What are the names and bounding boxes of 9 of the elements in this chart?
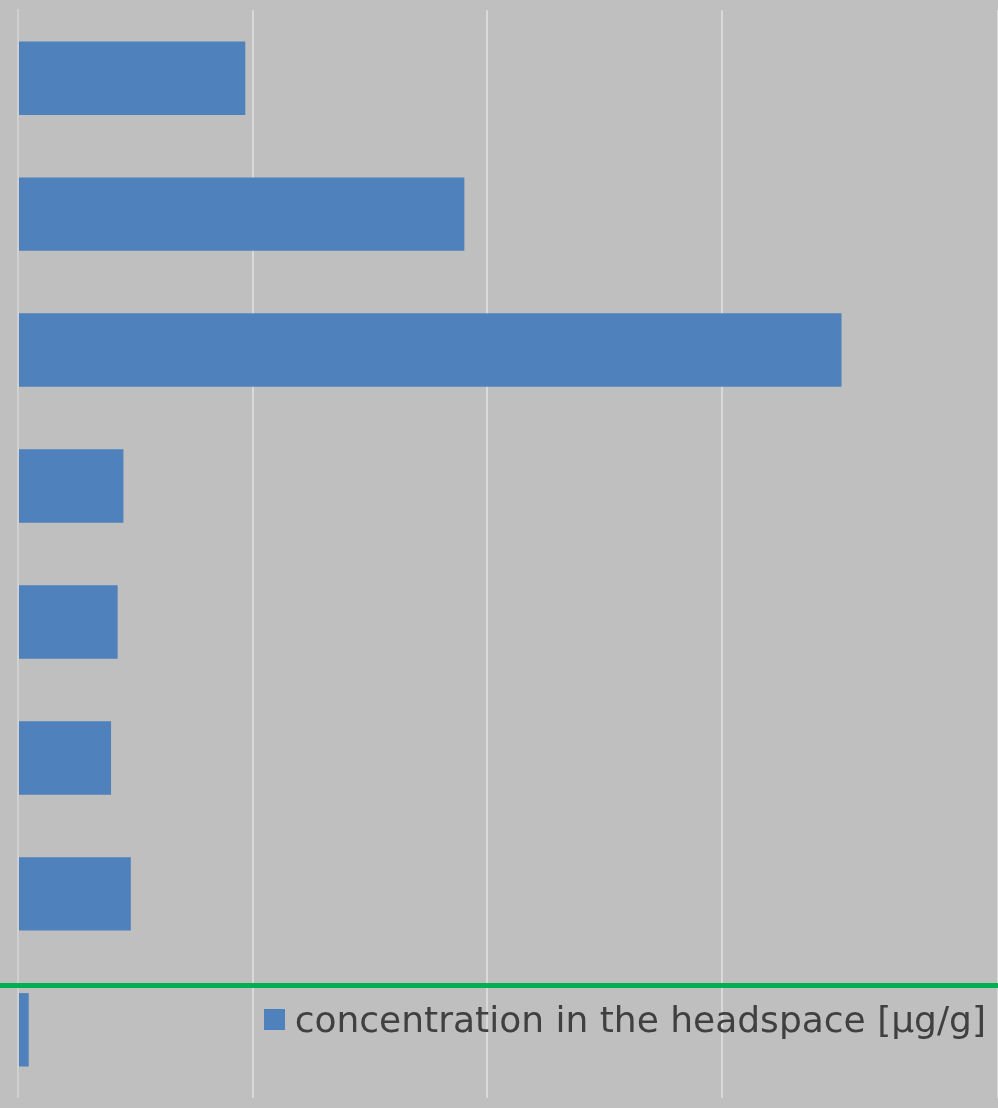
bar [19,721,112,795]
legend-label: concentration in the headspace [µg/g] [294,999,986,1040]
bar [19,993,29,1067]
bar [19,177,465,251]
bar [19,41,246,115]
bar [19,585,118,659]
bar [19,313,842,387]
bar [19,857,131,931]
bar [19,449,124,523]
